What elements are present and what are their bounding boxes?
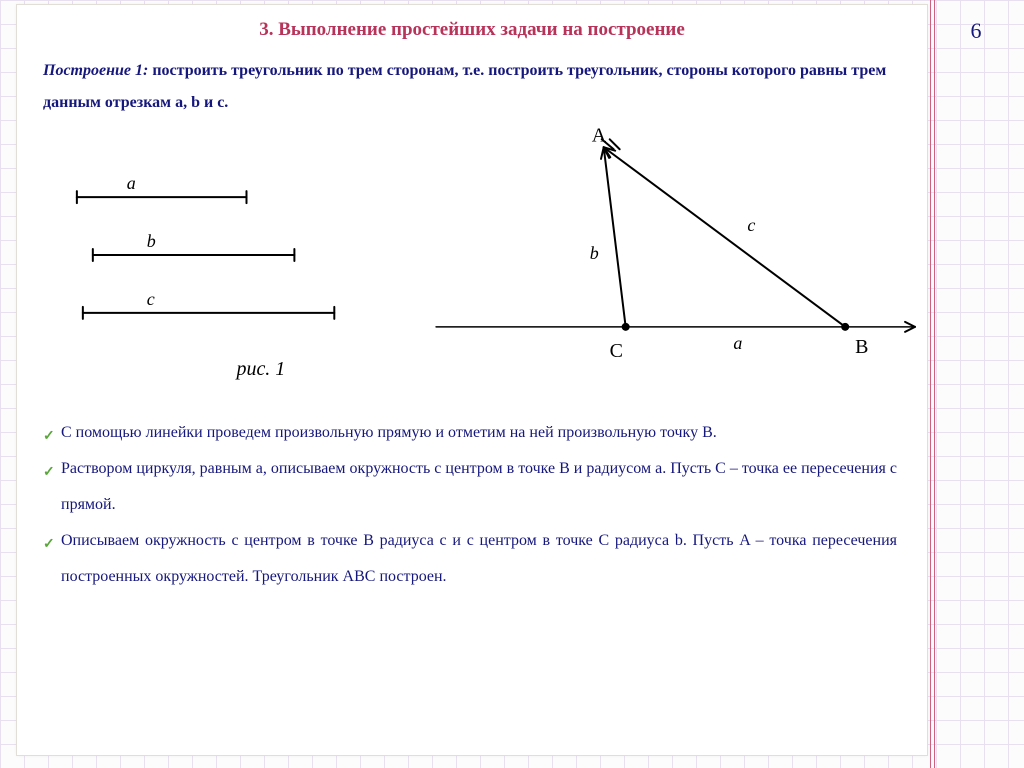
section-title: 3. Выполнение простейших задачи на постр… <box>17 5 927 47</box>
construction-prompt: Построение 1: построить треугольник по т… <box>17 47 927 119</box>
svg-text:c: c <box>747 215 755 235</box>
notebook-margin-line <box>930 0 931 768</box>
step-item: ✓ Описываем окружность с центром в точке… <box>47 523 897 595</box>
step-text: Описываем окружность с центром в точке B… <box>61 532 897 585</box>
svg-text:C: C <box>610 340 623 362</box>
prompt-lead: Построение 1: <box>43 62 148 79</box>
svg-text:a: a <box>733 333 742 353</box>
figure-label: рис. 1 <box>235 358 286 380</box>
prompt-rest: построить треугольник по трем сторонам, … <box>43 62 886 111</box>
svg-text:A: A <box>592 124 607 146</box>
step-text: Раствором циркуля, равным а, описываем о… <box>61 460 897 513</box>
check-icon: ✓ <box>43 457 55 489</box>
construction-diagram: a b c A B Ca b c рис. 1 <box>17 119 927 409</box>
svg-text:c: c <box>147 289 155 309</box>
step-item: ✓ С помощью линейки проведем произвольну… <box>47 415 897 451</box>
check-icon: ✓ <box>43 421 55 453</box>
content-panel: 3. Выполнение простейших задачи на постр… <box>16 4 928 756</box>
step-item: ✓ Раствором циркуля, равным а, описываем… <box>47 451 897 523</box>
page-number: 6 <box>948 18 1004 44</box>
check-icon: ✓ <box>43 529 55 561</box>
svg-text:b: b <box>590 243 599 263</box>
notebook-margin-line <box>934 0 935 768</box>
construction-steps: ✓ С помощью линейки проведем произвольну… <box>17 409 927 595</box>
svg-text:B: B <box>855 336 868 358</box>
svg-text:b: b <box>147 231 156 251</box>
step-text: С помощью линейки проведем произвольную … <box>61 424 717 441</box>
svg-text:a: a <box>127 173 136 193</box>
